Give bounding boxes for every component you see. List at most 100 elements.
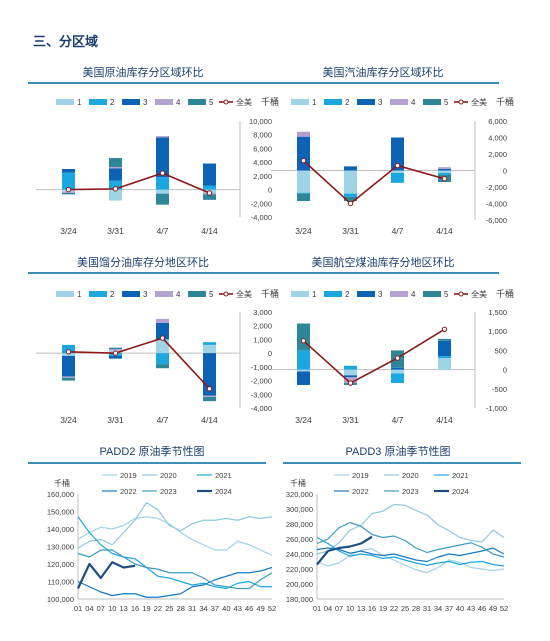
- bar-segment: [203, 395, 216, 398]
- legend-label: 5: [209, 98, 214, 107]
- legend-label: 5: [444, 98, 449, 107]
- legend-swatch: [89, 99, 107, 105]
- x-tick-label: 25: [401, 604, 409, 613]
- bar-segment: [438, 358, 451, 370]
- bar-segment: [344, 369, 357, 376]
- bar-segment: [297, 131, 310, 137]
- y-tick-label: 1,500: [488, 308, 507, 317]
- total-marker: [300, 157, 307, 164]
- y-tick-label: -4,000: [251, 213, 272, 222]
- y-tick-label: 0: [503, 366, 507, 375]
- x-tick-label: 3/31: [342, 226, 359, 236]
- bar-segment: [156, 364, 169, 369]
- bar-segment: [62, 376, 75, 378]
- y-tick-label: -1,000: [251, 363, 272, 372]
- legend-label: 3: [378, 290, 383, 299]
- bar-segment: [297, 350, 310, 370]
- x-tick-label: 28: [412, 604, 420, 613]
- x-tick-label: 37: [211, 604, 219, 613]
- legend-label: 2024: [215, 487, 232, 496]
- legend-label: 2021: [452, 471, 469, 480]
- series-line-2023: [316, 521, 505, 558]
- section-title: 三、分区域: [33, 34, 99, 49]
- x-tick-label: 13: [357, 604, 365, 613]
- legend-swatch: [423, 99, 441, 105]
- legend-total-marker: [223, 99, 229, 105]
- chart-title: 美国航空煤油库存分地区环比: [312, 255, 455, 269]
- y-tick-label: 150,000: [47, 508, 74, 517]
- y-tick-label: 6,000: [488, 117, 507, 126]
- total-marker: [112, 186, 119, 192]
- y-tick-label: -2,000: [251, 377, 272, 386]
- bar-segment: [344, 193, 357, 197]
- total-marker: [394, 162, 401, 169]
- legend-swatch: [188, 99, 206, 105]
- legend-swatch: [357, 291, 375, 297]
- total-line: [302, 328, 445, 385]
- x-tick-label: 3/24: [60, 226, 77, 236]
- legend-swatch: [390, 99, 408, 105]
- bar-segment: [62, 169, 75, 173]
- x-tick-label: 31: [188, 604, 196, 613]
- total-marker: [159, 335, 166, 341]
- legend-label: 4: [411, 98, 416, 107]
- chart-title: 美国原油库存分区域环比: [83, 65, 204, 79]
- legend-label: 2: [110, 98, 115, 107]
- x-tick-label: 52: [500, 604, 508, 613]
- legend-swatch: [291, 291, 309, 297]
- bar-segment: [62, 172, 75, 190]
- bar-segment: [156, 339, 169, 354]
- total-line: [68, 337, 211, 390]
- y-tick-label: -6,000: [486, 216, 507, 225]
- bar-segment: [297, 136, 310, 171]
- bar-chart-1: 美国原油库存分区域环比 1 2 3 4 5 全美 千桶 -4,000 -2,000 0 2,000 4,…: [28, 65, 279, 236]
- y-tick-label: 8,000: [253, 131, 272, 140]
- bar-segment: [391, 369, 404, 374]
- chart-title: PADD3 原油季节性图: [346, 444, 451, 458]
- bar-segment: [391, 137, 404, 171]
- bar-segment: [109, 189, 122, 201]
- x-tick-label: 49: [489, 604, 497, 613]
- legend-label: 2023: [402, 487, 419, 496]
- bar-chart-3: 美国馏分油库存分地区环比 1 2 3 4 5 全美 千桶 -4,000 -3,000 -2,000 -…: [28, 255, 279, 425]
- bar-segment: [156, 189, 169, 194]
- y-tick-label: 220,000: [286, 565, 313, 574]
- legend-label: 2: [345, 290, 350, 299]
- bar-segment: [109, 158, 122, 167]
- bar-segment: [297, 371, 310, 385]
- total-marker: [159, 170, 166, 176]
- total-marker: [394, 355, 401, 361]
- y-tick-label: -500: [492, 385, 507, 394]
- legend-label: 1: [77, 290, 82, 299]
- total-marker: [206, 386, 213, 392]
- y-tick-label: 110,000: [47, 578, 74, 587]
- total-marker: [441, 326, 448, 332]
- y-tick-label: 320,000: [286, 490, 313, 499]
- y-tick-label: 180,000: [286, 595, 313, 604]
- legend-label: 2024: [452, 487, 469, 496]
- chart-title: PADD2 原油季节性图: [100, 444, 205, 458]
- unit-label: 千桶: [54, 478, 70, 488]
- x-tick-label: 31: [423, 604, 431, 613]
- bar-segment: [438, 338, 451, 341]
- legend-swatch: [122, 99, 140, 105]
- y-tick-label: 300,000: [286, 505, 313, 514]
- legend-label: 4: [176, 98, 181, 107]
- bar-segment: [438, 340, 451, 357]
- x-tick-label: 04: [85, 604, 93, 613]
- bar-segment: [438, 168, 451, 171]
- bar-segment: [391, 172, 404, 183]
- bar-segment: [156, 136, 169, 138]
- bar-segment: [391, 170, 404, 173]
- x-tick-label: 07: [335, 604, 343, 613]
- legend-label: 4: [411, 290, 416, 299]
- bar-segment: [344, 166, 357, 171]
- legend-swatch: [188, 291, 206, 297]
- y-tick-label: 2,000: [253, 172, 272, 181]
- unit-label: 千桶: [261, 96, 279, 107]
- legend-label: 3: [143, 98, 148, 107]
- legend-label: 2020: [402, 471, 419, 480]
- x-tick-label: 3/24: [60, 415, 77, 425]
- x-tick-label: 22: [154, 604, 162, 613]
